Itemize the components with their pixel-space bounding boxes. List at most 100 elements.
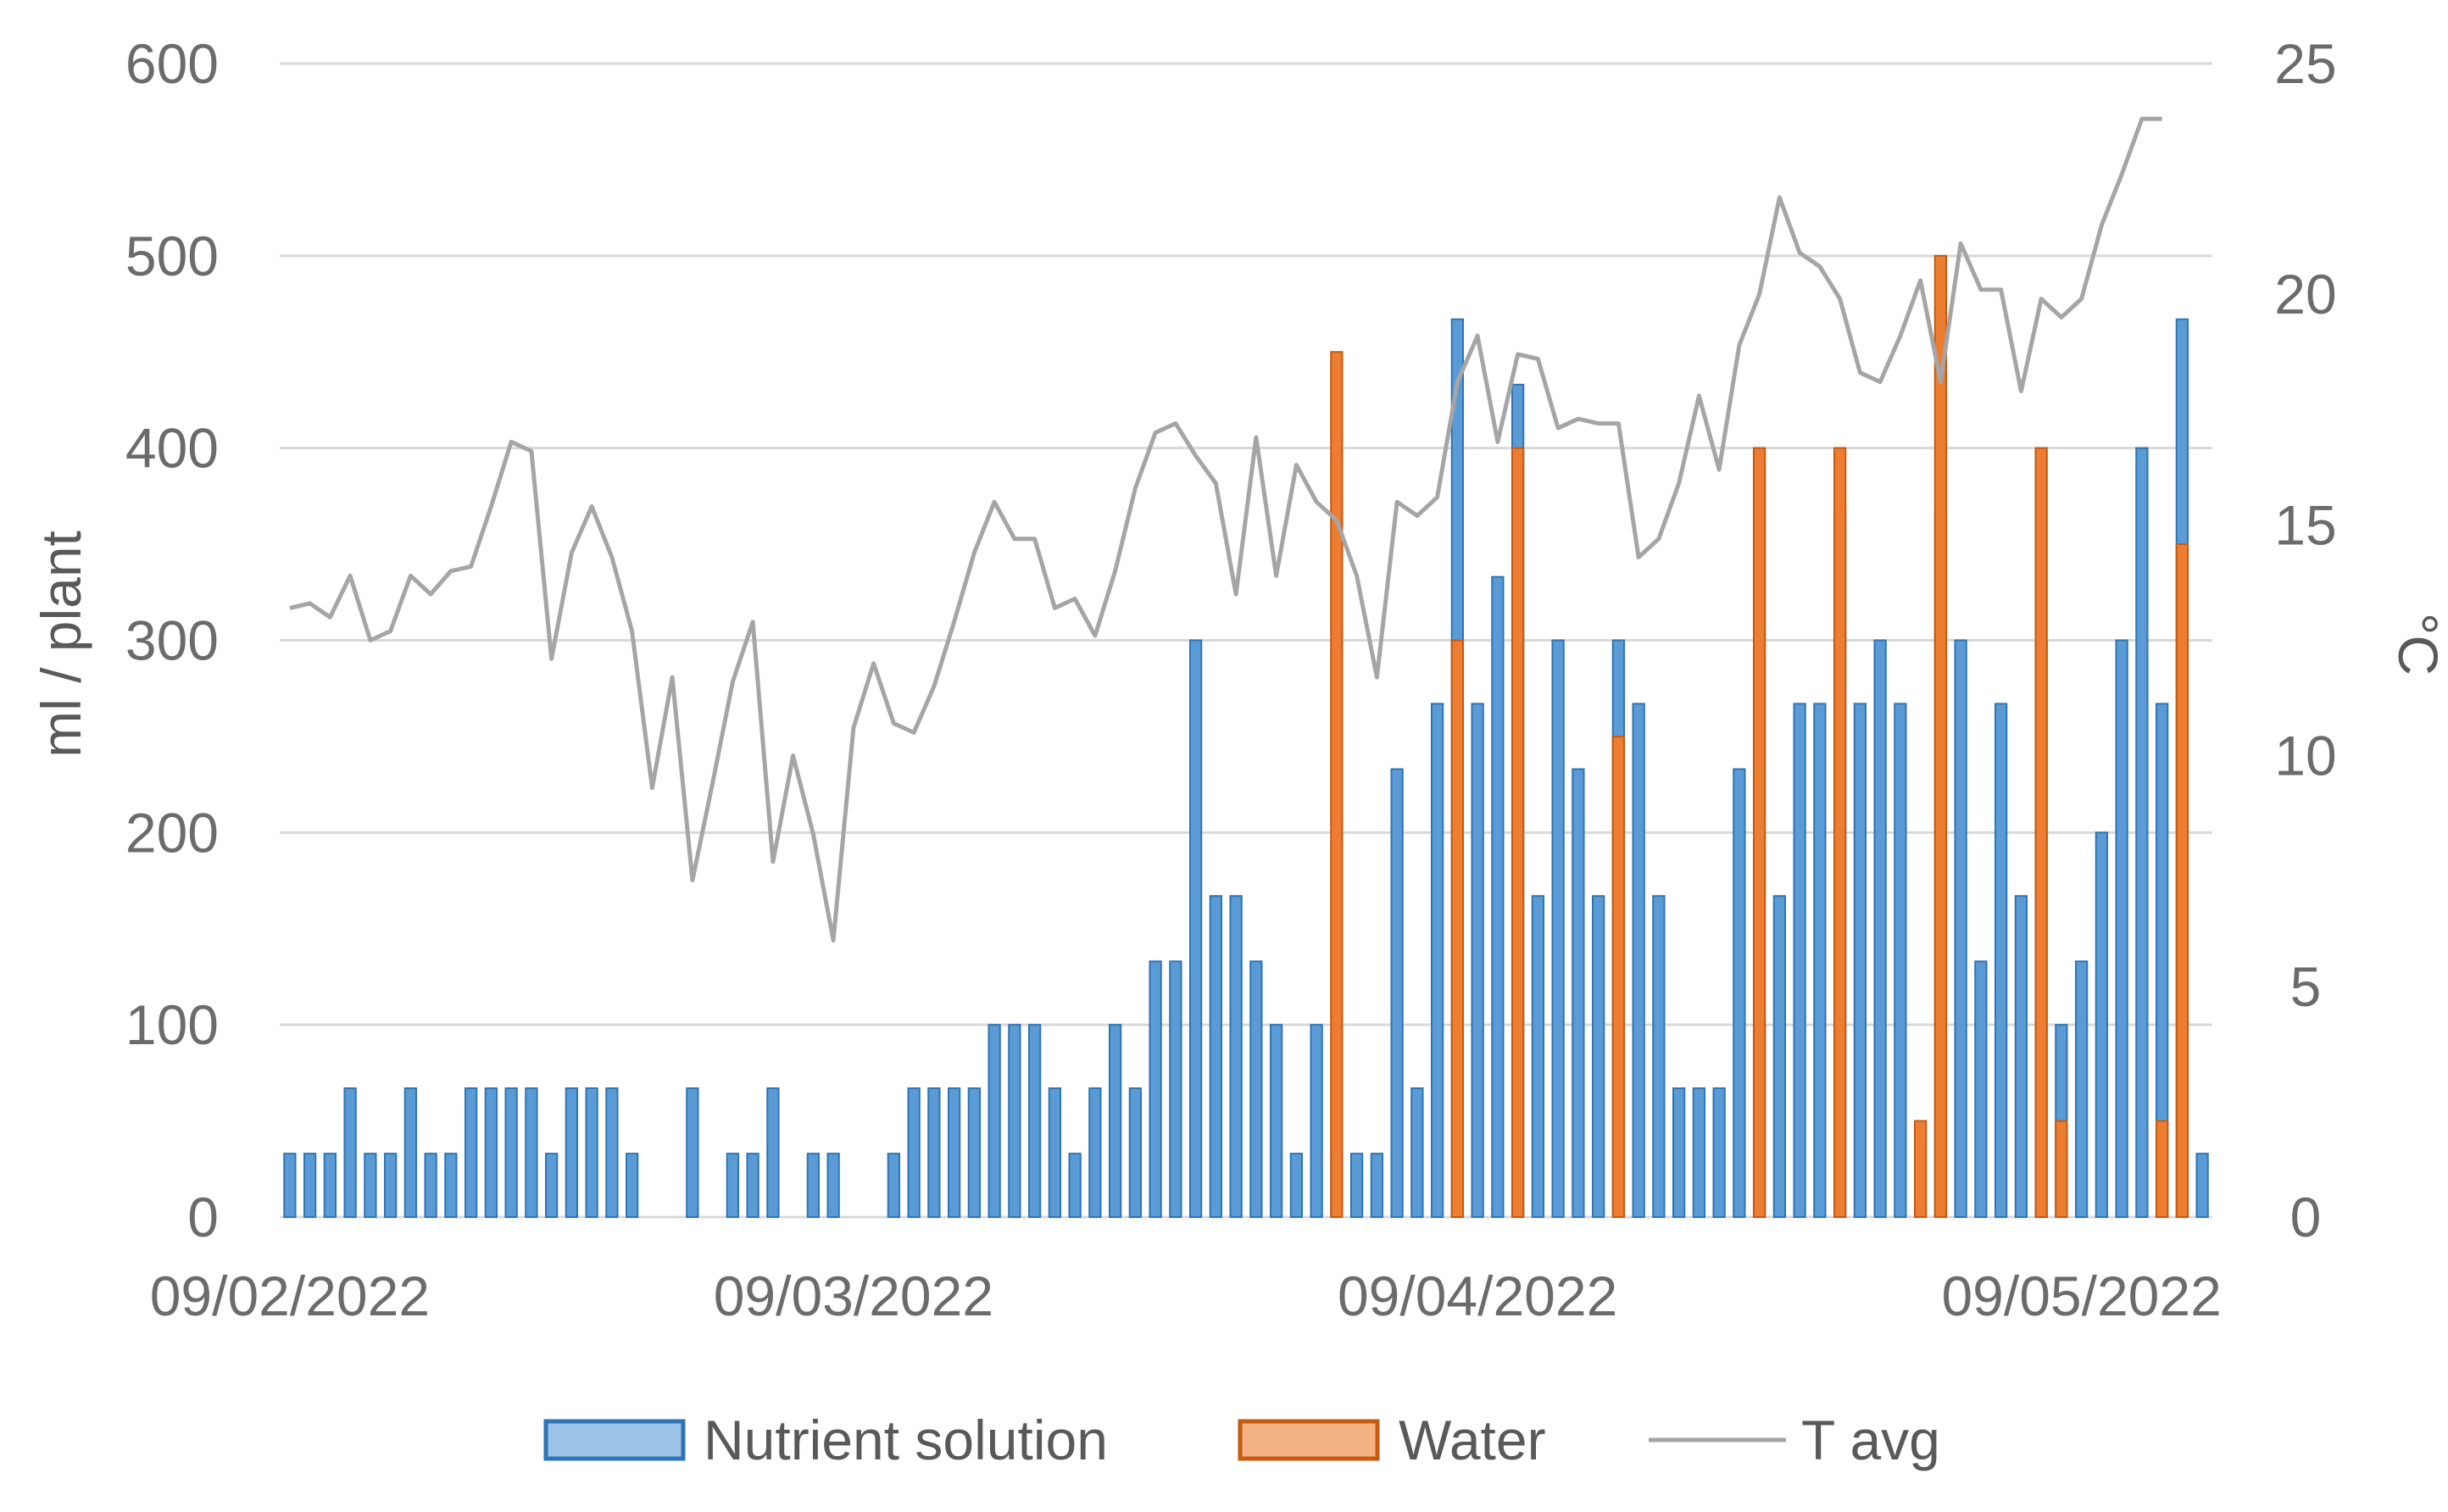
nutrient-solution-bar bbox=[746, 1153, 759, 1219]
nutrient-solution-bar bbox=[686, 1087, 699, 1218]
nutrient-solution-bar bbox=[1128, 1087, 1143, 1218]
water-bar bbox=[2175, 543, 2189, 1218]
nutrient-solution-bar bbox=[2115, 639, 2128, 1218]
nutrient-solution-bar bbox=[1149, 960, 1162, 1218]
nutrient-solution-bar bbox=[364, 1153, 377, 1219]
nutrient-solution-bar bbox=[1551, 639, 1565, 1218]
nutrient-solution-bar bbox=[1289, 1153, 1304, 1219]
nutrient-solution-bar bbox=[1370, 1153, 1384, 1219]
y-left-tick-label: 600 bbox=[125, 32, 219, 95]
water-bar bbox=[2034, 447, 2048, 1218]
nutrient-solution-bar bbox=[1249, 960, 1263, 1218]
nutrient-solution-bar bbox=[1974, 960, 1988, 1218]
x-axis-ticks: 09/02/2022 09/03/2022 09/04/2022 09/05/2022 bbox=[150, 1265, 2222, 1327]
nutrient-solution-bar bbox=[1027, 1024, 1042, 1218]
water-bar bbox=[1450, 639, 1465, 1218]
y-right-tick-label: 15 bbox=[2274, 493, 2336, 556]
nutrient-solution-bar bbox=[2014, 895, 2028, 1219]
nutrient-solution-bar bbox=[1269, 1024, 1283, 1218]
nutrient-solution-bar bbox=[565, 1087, 579, 1218]
nutrient-solution-bar bbox=[1873, 639, 1887, 1218]
gridlines bbox=[280, 62, 2212, 1219]
x-tick-label: 09/02/2022 bbox=[150, 1265, 430, 1327]
nutrient-solution-bar bbox=[484, 1087, 498, 1218]
nutrient-solution-bar bbox=[907, 1087, 921, 1218]
nutrient-solution-bar bbox=[1894, 703, 1907, 1218]
water-bar bbox=[1511, 447, 1525, 1218]
nutrient-solution-bar bbox=[927, 1087, 941, 1218]
nutrient-solution-bar bbox=[1772, 895, 1787, 1219]
nutrient-solution-bar bbox=[806, 1153, 821, 1219]
y-left-tick-label: 0 bbox=[187, 1186, 219, 1248]
nutrient-solution-bar bbox=[1390, 768, 1404, 1218]
nutrient-solution-bar bbox=[1048, 1087, 1062, 1218]
y-right-tick-label: 25 bbox=[2274, 32, 2336, 95]
nutrient-solution-bar bbox=[1531, 895, 1545, 1219]
nutrient-solution-bar bbox=[1632, 703, 1645, 1218]
nutrient-solution-bar bbox=[1652, 895, 1666, 1219]
legend-item-water: Water bbox=[1238, 1409, 1546, 1471]
nutrient-solution-bar bbox=[967, 1087, 982, 1218]
nutrient-solution-bar bbox=[887, 1153, 901, 1219]
nutrient-solution-bar bbox=[1733, 768, 1746, 1218]
nutrient-solution-bar bbox=[1349, 1153, 1364, 1219]
nutrient-solution-bar bbox=[383, 1153, 398, 1219]
nutrient-solution-bar bbox=[1188, 639, 1203, 1218]
y-left-tick-label: 200 bbox=[125, 801, 219, 864]
x-tick-label: 09/05/2022 bbox=[1941, 1265, 2221, 1327]
nutrient-solution-bar bbox=[323, 1153, 337, 1219]
nutrient-solution-bar bbox=[605, 1087, 619, 1218]
nutrient-solution-bar bbox=[1853, 703, 1867, 1218]
nutrient-solution-bar bbox=[1410, 1087, 1424, 1218]
nutrient-solution-bar bbox=[1068, 1153, 1082, 1219]
nutrient-solution-bar bbox=[1672, 1087, 1686, 1218]
nutrient-solution-bar bbox=[726, 1153, 740, 1219]
x-tick-label: 09/03/2022 bbox=[714, 1265, 993, 1327]
water-bar bbox=[1933, 254, 1948, 1218]
nutrient-solution-bar bbox=[1813, 703, 1827, 1218]
y-left-tick-label: 300 bbox=[125, 609, 219, 672]
x-tick-label: 09/04/2022 bbox=[1338, 1265, 1617, 1327]
nutrient-solution-bar bbox=[444, 1153, 458, 1219]
nutrient-solution-bar bbox=[544, 1153, 559, 1219]
water-bar bbox=[1611, 735, 1626, 1218]
right-axis-ticks: 0 5 10 15 20 25 bbox=[2274, 32, 2336, 1248]
water-bars bbox=[1330, 254, 2189, 1219]
legend-item-nutrient: Nutrient solution bbox=[543, 1409, 1108, 1471]
nutrient-solution-bar bbox=[1310, 1024, 1323, 1218]
legend-swatch-nutrient bbox=[543, 1419, 686, 1461]
y-left-tick-label: 500 bbox=[125, 225, 219, 287]
nutrient-solution-bar bbox=[1088, 1087, 1102, 1218]
nutrient-solution-bar bbox=[2074, 960, 2089, 1218]
water-bar bbox=[2055, 1120, 2068, 1219]
t-avg-line bbox=[289, 116, 2162, 942]
nutrient-solution-bars bbox=[283, 318, 2209, 1219]
nutrient-solution-bar bbox=[1954, 639, 1967, 1218]
y-right-tick-label: 0 bbox=[2290, 1186, 2322, 1248]
nutrient-solution-bar bbox=[303, 1153, 317, 1219]
y-left-tick-label: 400 bbox=[125, 417, 219, 480]
nutrient-solution-bar bbox=[1712, 1087, 1726, 1218]
y-right-tick-label: 5 bbox=[2290, 955, 2322, 1018]
nutrient-solution-bar bbox=[1994, 703, 2008, 1218]
nutrient-solution-bar bbox=[625, 1153, 639, 1219]
nutrient-solution-bar bbox=[1229, 895, 1243, 1219]
y-left-tick-label: 100 bbox=[125, 993, 219, 1056]
nutrient-solution-bar bbox=[1491, 575, 1505, 1218]
nutrient-solution-bar bbox=[1169, 960, 1182, 1218]
y-right-tick-label: 20 bbox=[2274, 263, 2336, 325]
water-bar bbox=[1330, 351, 1344, 1218]
water-bar bbox=[1752, 447, 1766, 1218]
nutrient-solution-bar bbox=[1108, 1024, 1122, 1218]
nutrient-solution-bar bbox=[504, 1087, 518, 1218]
nutrient-solution-bar bbox=[1430, 703, 1444, 1218]
legend-item-tavg: T avg bbox=[1649, 1409, 1940, 1471]
legend-swatch-water bbox=[1238, 1419, 1380, 1461]
y-axis-right-title: °C bbox=[2387, 613, 2448, 675]
nutrient-solution-bar bbox=[1692, 1087, 1706, 1218]
nutrient-solution-bar bbox=[585, 1087, 598, 1218]
nutrient-solution-bar bbox=[525, 1087, 538, 1218]
water-bar bbox=[1913, 1120, 1928, 1219]
nutrient-solution-bar bbox=[2135, 447, 2149, 1218]
